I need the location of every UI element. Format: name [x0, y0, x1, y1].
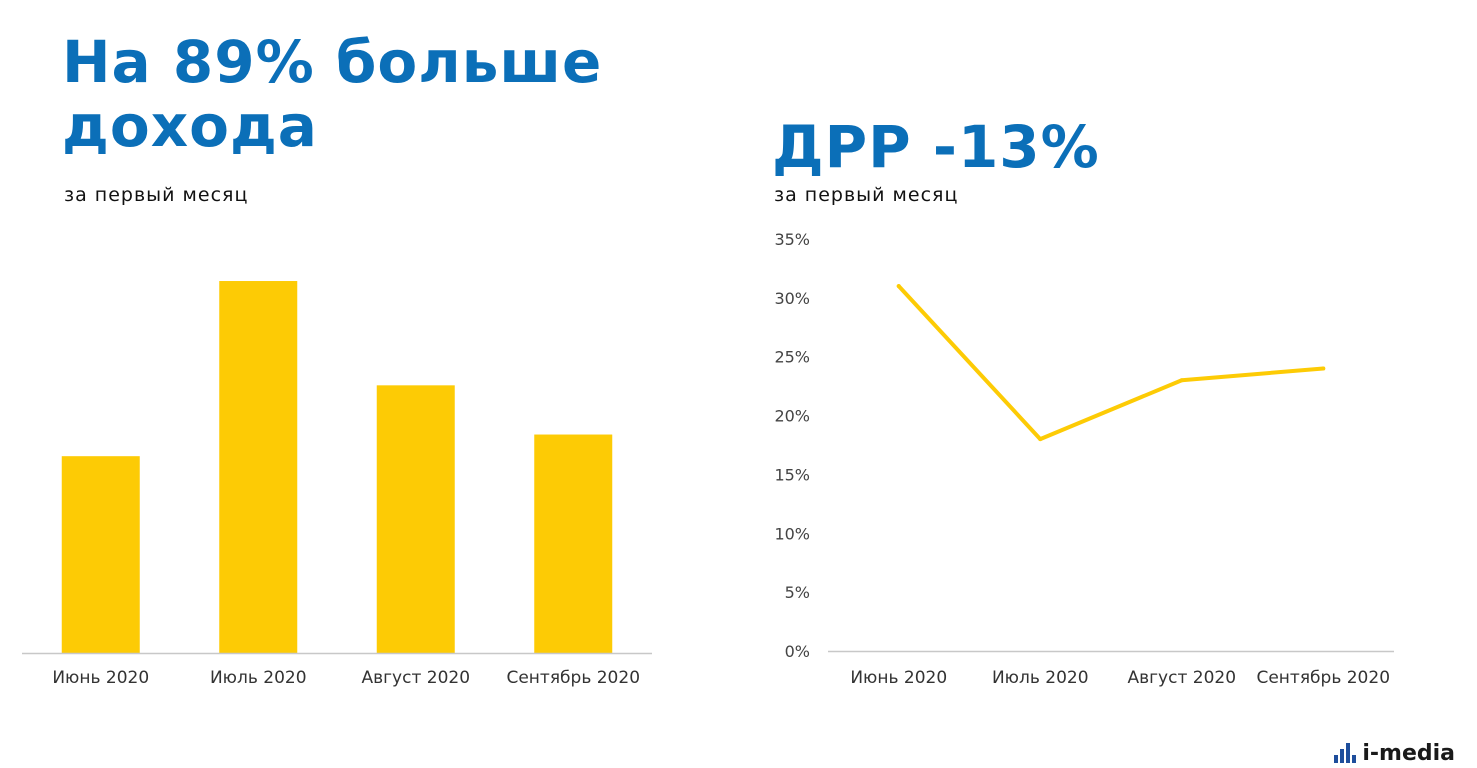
- drr-series-line: [896, 284, 1326, 442]
- y-tick-label: 5%: [785, 583, 810, 602]
- x-tick-label: Июнь 2020: [850, 668, 947, 688]
- y-tick-label: 15%: [774, 465, 810, 484]
- x-tick-label: Июль 2020: [210, 668, 307, 688]
- bar-3: [376, 385, 455, 653]
- drr-line-chart: 0% 5% 10% 15% 20% 25% 30% 35% Июнь 2020 Июль 2020…: [774, 230, 1394, 688]
- y-tick-label: 30%: [774, 289, 810, 308]
- bar-4: [534, 434, 613, 653]
- drr-headline: ДРР -13%: [772, 113, 1100, 181]
- logo-text: i-media: [1362, 740, 1455, 766]
- data-point-3: [1179, 378, 1184, 383]
- y-tick-label: 35%: [774, 230, 810, 249]
- y-tick-label: 10%: [774, 524, 810, 543]
- income-headline: На 89% больше дохода: [62, 28, 603, 160]
- bars-icon: [1334, 743, 1357, 763]
- bar-2: [219, 281, 298, 653]
- y-tick-label: 20%: [774, 407, 810, 426]
- x-tick-label: Август 2020: [1127, 668, 1236, 688]
- y-tick-label: 25%: [774, 348, 810, 367]
- data-point-4: [1321, 366, 1326, 371]
- drr-subtitle: за первый месяц: [774, 184, 959, 206]
- imedia-logo: i-media: [1334, 738, 1455, 768]
- x-tick-label: Июнь 2020: [52, 668, 149, 688]
- data-point-1: [896, 284, 901, 289]
- data-point-2: [1038, 437, 1043, 442]
- x-tick-label: Сентябрь 2020: [506, 668, 640, 688]
- x-tick-label: Август 2020: [361, 668, 470, 688]
- income-subtitle: за первый месяц: [64, 184, 249, 206]
- bar-1: [61, 456, 140, 653]
- x-tick-label: Сентябрь 2020: [1256, 668, 1390, 688]
- x-tick-label: Июль 2020: [992, 668, 1089, 688]
- income-bar-chart: Июнь 2020 Июль 2020 Август 2020 Сентябрь 20…: [22, 281, 652, 688]
- y-tick-label: 0%: [785, 642, 810, 661]
